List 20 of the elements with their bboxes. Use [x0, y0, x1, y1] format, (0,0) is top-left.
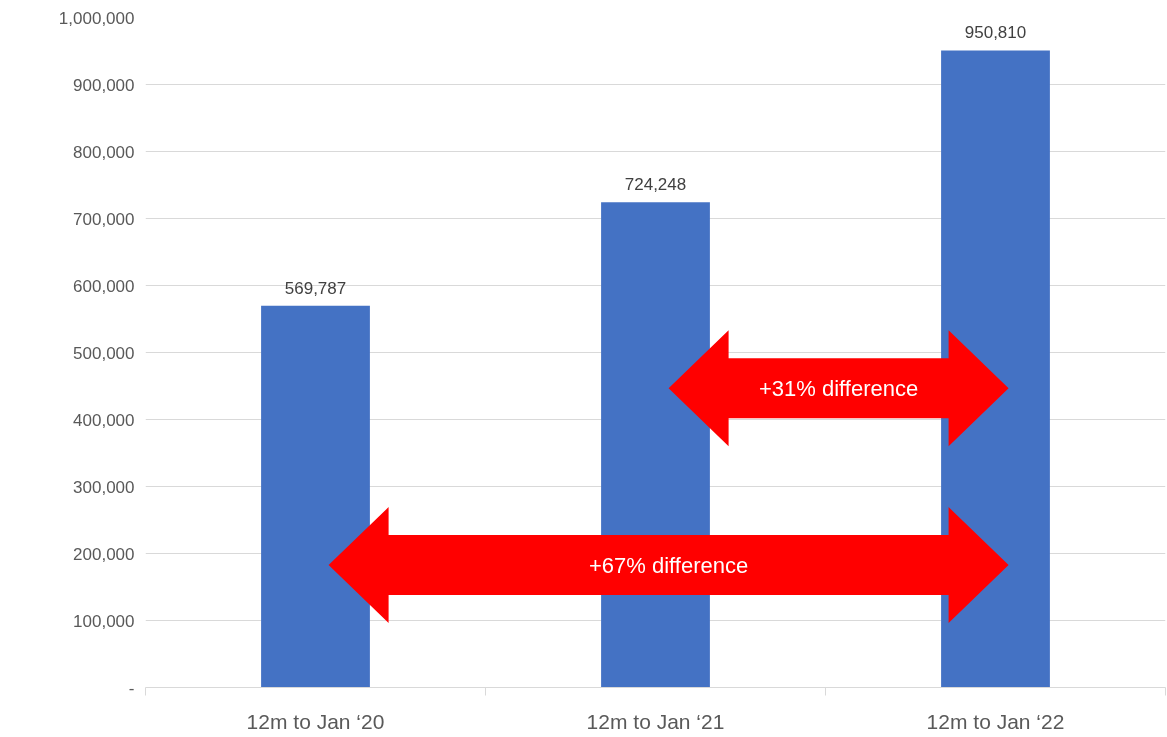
y-tick-label: 500,000 — [73, 343, 135, 363]
y-tick-label: 900,000 — [73, 75, 135, 95]
annotation: +31% difference — [758, 375, 919, 401]
data-label: 950,810 — [964, 23, 1027, 43]
x-tick-label: 12m to Jan ‘21 — [586, 709, 725, 733]
data-label: 569,787 — [284, 278, 347, 298]
y-tick-label: 400,000 — [73, 410, 135, 430]
y-tick-label: 100,000 — [73, 611, 135, 631]
bar — [261, 305, 370, 688]
y-tick-label: 600,000 — [73, 276, 135, 296]
y-tick-label: - — [128, 678, 135, 698]
y-tick-label: 700,000 — [73, 209, 135, 229]
y-tick-label: 300,000 — [73, 477, 135, 497]
y-tick-label: 200,000 — [73, 544, 135, 564]
y-tick-label: 1,000,000 — [58, 8, 135, 28]
x-tick-label: 12m to Jan ‘22 — [926, 709, 1065, 733]
data-label: 724,248 — [624, 175, 687, 195]
y-tick-label: 800,000 — [73, 142, 135, 162]
annotation: +67% difference — [588, 552, 749, 578]
x-tick-label: 12m to Jan ‘20 — [246, 709, 385, 733]
